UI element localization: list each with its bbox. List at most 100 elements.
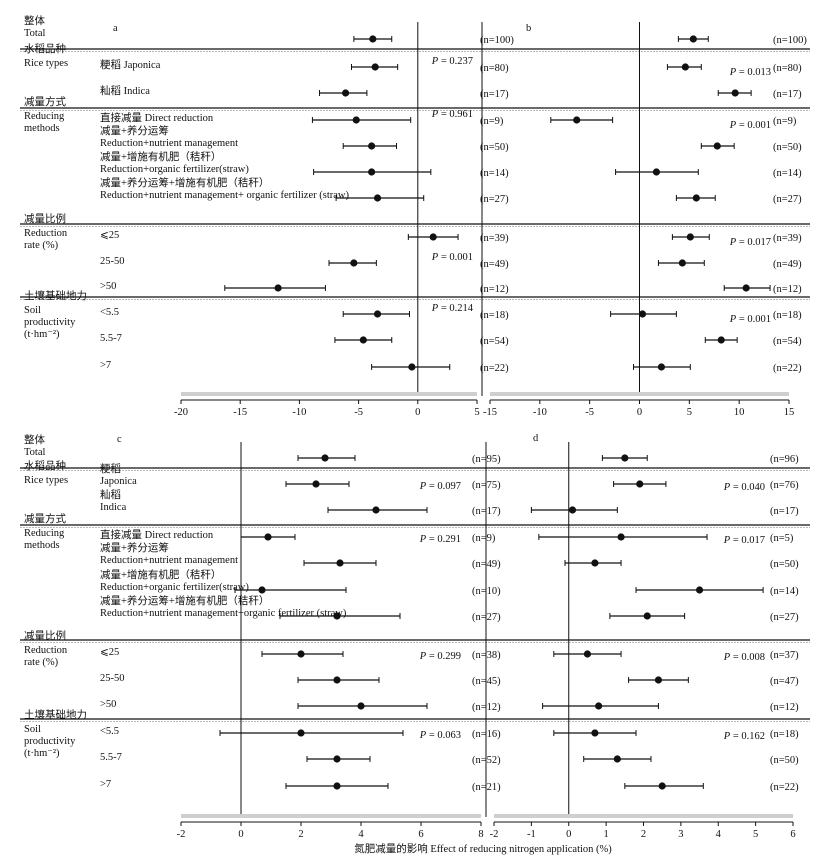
effect-point <box>695 586 704 594</box>
p-value-label: P = 0.017 <box>723 535 765 546</box>
x-tick-label: 5 <box>753 829 758 840</box>
n-label: (n=54) <box>773 336 802 347</box>
x-tick-label: -5 <box>354 407 363 418</box>
effect-point <box>686 233 694 241</box>
n-label: (n=45) <box>472 676 501 687</box>
n-label: (n=12) <box>773 284 802 295</box>
n-label: (n=22) <box>773 363 802 374</box>
n-label: (n=12) <box>472 702 501 713</box>
effect-point <box>372 506 380 514</box>
p-value-label: P = 0.001 <box>431 252 473 263</box>
effect-point <box>321 454 329 462</box>
p-value-label: P = 0.299 <box>419 651 461 662</box>
p-value-label: P = 0.237 <box>431 56 473 67</box>
p-value-label: P = 0.097 <box>419 481 461 492</box>
bottom-group-label-cn: 土壤基础地力 <box>24 708 87 721</box>
effect-point <box>371 63 379 71</box>
effect-point <box>333 755 341 763</box>
bottom-row-label: >50 <box>100 699 116 710</box>
effect-point <box>657 363 666 371</box>
n-label: (n=5) <box>770 533 794 544</box>
n-label: (n=17) <box>472 506 501 517</box>
x-tick-label: -10 <box>533 407 547 418</box>
top-group-label-en: Soil <box>24 305 41 316</box>
panel-d: -2 -1 0 1 2 3 4 5 6 d (n=96) (n=76) (n=17) (n=5) (n=50… <box>485 433 799 840</box>
top-group-label-en: Reducing <box>24 111 65 122</box>
bottom-row-label: 减量+养分运筹 <box>100 541 169 554</box>
n-label: (n=39) <box>773 233 802 244</box>
n-label: (n=27) <box>480 194 509 205</box>
panel-letter: c <box>117 434 122 445</box>
bottom-group-label-en: Reduction <box>24 645 68 656</box>
effect-point <box>742 284 750 292</box>
n-label: (n=50) <box>773 142 802 153</box>
effect-point <box>591 559 599 567</box>
effect-point <box>713 142 721 150</box>
top-group-label-cn: 土壤基础地力 <box>24 289 87 302</box>
top-row-label: Reduction+nutrient management <box>100 138 238 149</box>
bottom-group-label-en: rate (%) <box>24 657 59 668</box>
effect-point <box>297 650 305 658</box>
bottom-row-label: 减量+养分运筹+增施有机肥（秸秆） <box>100 594 269 607</box>
bottom-row-label: ⩽25 <box>100 647 119 658</box>
n-label: (n=100) <box>773 35 807 46</box>
n-label: (n=38) <box>472 650 501 661</box>
n-label: (n=75) <box>472 480 501 491</box>
x-tick-label: 6 <box>418 829 423 840</box>
bottom-group-label-en: Soil <box>24 724 41 735</box>
effect-point <box>312 480 320 488</box>
effect-point <box>568 506 577 514</box>
x-tick-label: -1 <box>527 829 536 840</box>
x-tick-label: -2 <box>490 829 499 840</box>
axis-shade <box>181 814 481 818</box>
bottom-row-label: >7 <box>100 779 111 790</box>
bottom-row-label: <5.5 <box>100 726 119 737</box>
effect-point <box>274 284 282 292</box>
n-label: (n=47) <box>770 676 799 687</box>
effect-point <box>681 63 689 71</box>
top-group-label-cn: 水稻品种 <box>24 42 66 55</box>
n-label: (n=50) <box>770 755 799 766</box>
top-row-label: 减量+养分运筹+增施有机肥（秸秆） <box>100 176 269 189</box>
bottom-row-label: Reduction+nutrient management <box>100 555 238 566</box>
n-label: (n=50) <box>480 142 509 153</box>
n-label: (n=49) <box>773 259 802 270</box>
n-label: (n=27) <box>472 612 501 623</box>
bottom-group-label-en: methods <box>24 540 60 551</box>
bottom-group-label-en: Total <box>24 447 46 458</box>
top-group-label-en: methods <box>24 123 60 134</box>
effect-point <box>258 586 266 594</box>
p-value-label: P = 0.040 <box>723 482 765 493</box>
effect-point <box>352 116 360 124</box>
top-row-label: Reduction+organic fertilizer(straw) <box>100 164 249 175</box>
x-tick-label: -10 <box>292 407 306 418</box>
top-row-label: 粳稻 Japonica <box>100 58 161 71</box>
bottom-row-label: 5.5-7 <box>100 752 122 763</box>
n-label: (n=49) <box>480 259 509 270</box>
n-label: (n=9) <box>472 533 496 544</box>
bottom-row-label: 籼稻 <box>100 488 121 501</box>
n-label: (n=100) <box>480 35 514 46</box>
p-value-label: P = 0.063 <box>419 730 461 741</box>
top-row-label: >50 <box>100 281 116 292</box>
bottom-group-label-en: productivity <box>24 736 76 747</box>
top-group-label-cn: 减量方式 <box>24 95 66 108</box>
top-row-label: 5.5-7 <box>100 333 122 344</box>
top-row-label: 籼稻 Indica <box>100 84 150 97</box>
n-label: (n=18) <box>773 310 802 321</box>
x-axis-title: 氮肥减量的影响 Effect of reducing nitrogen appl… <box>354 842 612 855</box>
bottom-row-label: 减量+增施有机肥（秸秆） <box>100 568 221 581</box>
n-label: (n=17) <box>770 506 799 517</box>
n-label: (n=9) <box>480 116 504 127</box>
effect-point <box>583 650 592 658</box>
effect-point <box>658 782 666 790</box>
n-label: (n=49) <box>472 559 501 570</box>
x-tick-label: 15 <box>784 407 795 418</box>
panel-b: -15 -10 -5 0 5 10 15 b (n=100) (n=80) (n=17) (n=9) (… <box>481 22 807 418</box>
p-value-label: P = 0.214 <box>431 303 474 314</box>
n-label: (n=9) <box>773 116 797 127</box>
top-row-label: <5.5 <box>100 307 119 318</box>
n-label: (n=16) <box>472 729 501 740</box>
effect-point <box>573 116 581 124</box>
n-label: (n=39) <box>480 233 509 244</box>
